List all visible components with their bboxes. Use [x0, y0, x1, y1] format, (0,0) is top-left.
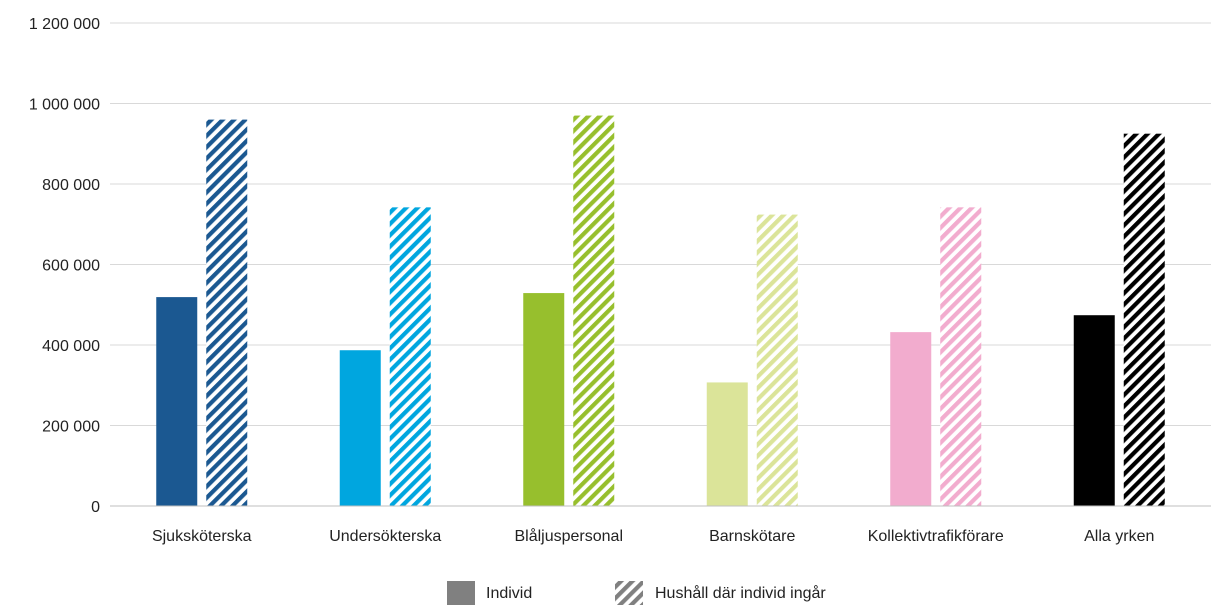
category-group	[156, 119, 248, 506]
legend-label: Hushåll där individ ingår	[655, 584, 826, 602]
x-category-label: Blåljuspersonal	[514, 527, 623, 545]
legend-label: Individ	[486, 585, 532, 602]
bar-individ	[890, 332, 932, 506]
y-tick-label: 400 000	[42, 338, 100, 355]
legend-swatch-hatched	[615, 581, 643, 605]
y-tick-label: 200 000	[42, 419, 100, 436]
bar-hushall	[573, 115, 615, 506]
bar-hushall	[389, 207, 431, 506]
y-tick-label: 600 000	[42, 258, 100, 275]
category-group	[890, 207, 982, 506]
x-category-label: Sjuksköterska	[152, 528, 252, 545]
y-tick-label: 0	[91, 499, 100, 516]
gridlines	[110, 22, 1211, 426]
y-tick-label: 800 000	[42, 177, 100, 194]
legend: Individ Hushåll där individ ingår	[447, 581, 826, 605]
bar-individ	[1073, 315, 1115, 506]
category-group	[339, 207, 431, 506]
bar-individ	[523, 293, 565, 506]
x-category-label: Barnskötare	[709, 528, 795, 545]
bars	[156, 115, 1165, 506]
category-group	[523, 115, 615, 506]
x-category-label: Alla yrken	[1084, 528, 1154, 545]
y-axis-tick-labels: 0 200 000 400 000 600 000 800 000 1 000 000 1 …	[29, 16, 100, 516]
category-group	[1073, 133, 1165, 506]
bar-individ	[706, 382, 748, 506]
x-category-label: Undersökterska	[329, 528, 441, 545]
y-tick-label: 1 000 000	[29, 97, 100, 114]
y-tick-label: 1 200 000	[29, 16, 100, 33]
legend-swatch-solid	[447, 581, 475, 605]
bar-hushall	[1123, 133, 1165, 506]
bar-hushall	[756, 214, 798, 506]
legend-item-individ: Individ	[447, 581, 532, 605]
x-category-label: Kollektivtrafikförare	[868, 528, 1004, 545]
bar-hushall	[206, 119, 248, 506]
bar-hushall	[940, 207, 982, 506]
bar-individ	[339, 350, 381, 506]
bar-individ	[156, 297, 198, 506]
x-axis-category-labels: Sjuksköterska Undersökterska Blåljusperson…	[152, 527, 1154, 545]
legend-item-hushall: Hushåll där individ ingår	[615, 581, 826, 605]
category-group	[706, 214, 798, 506]
